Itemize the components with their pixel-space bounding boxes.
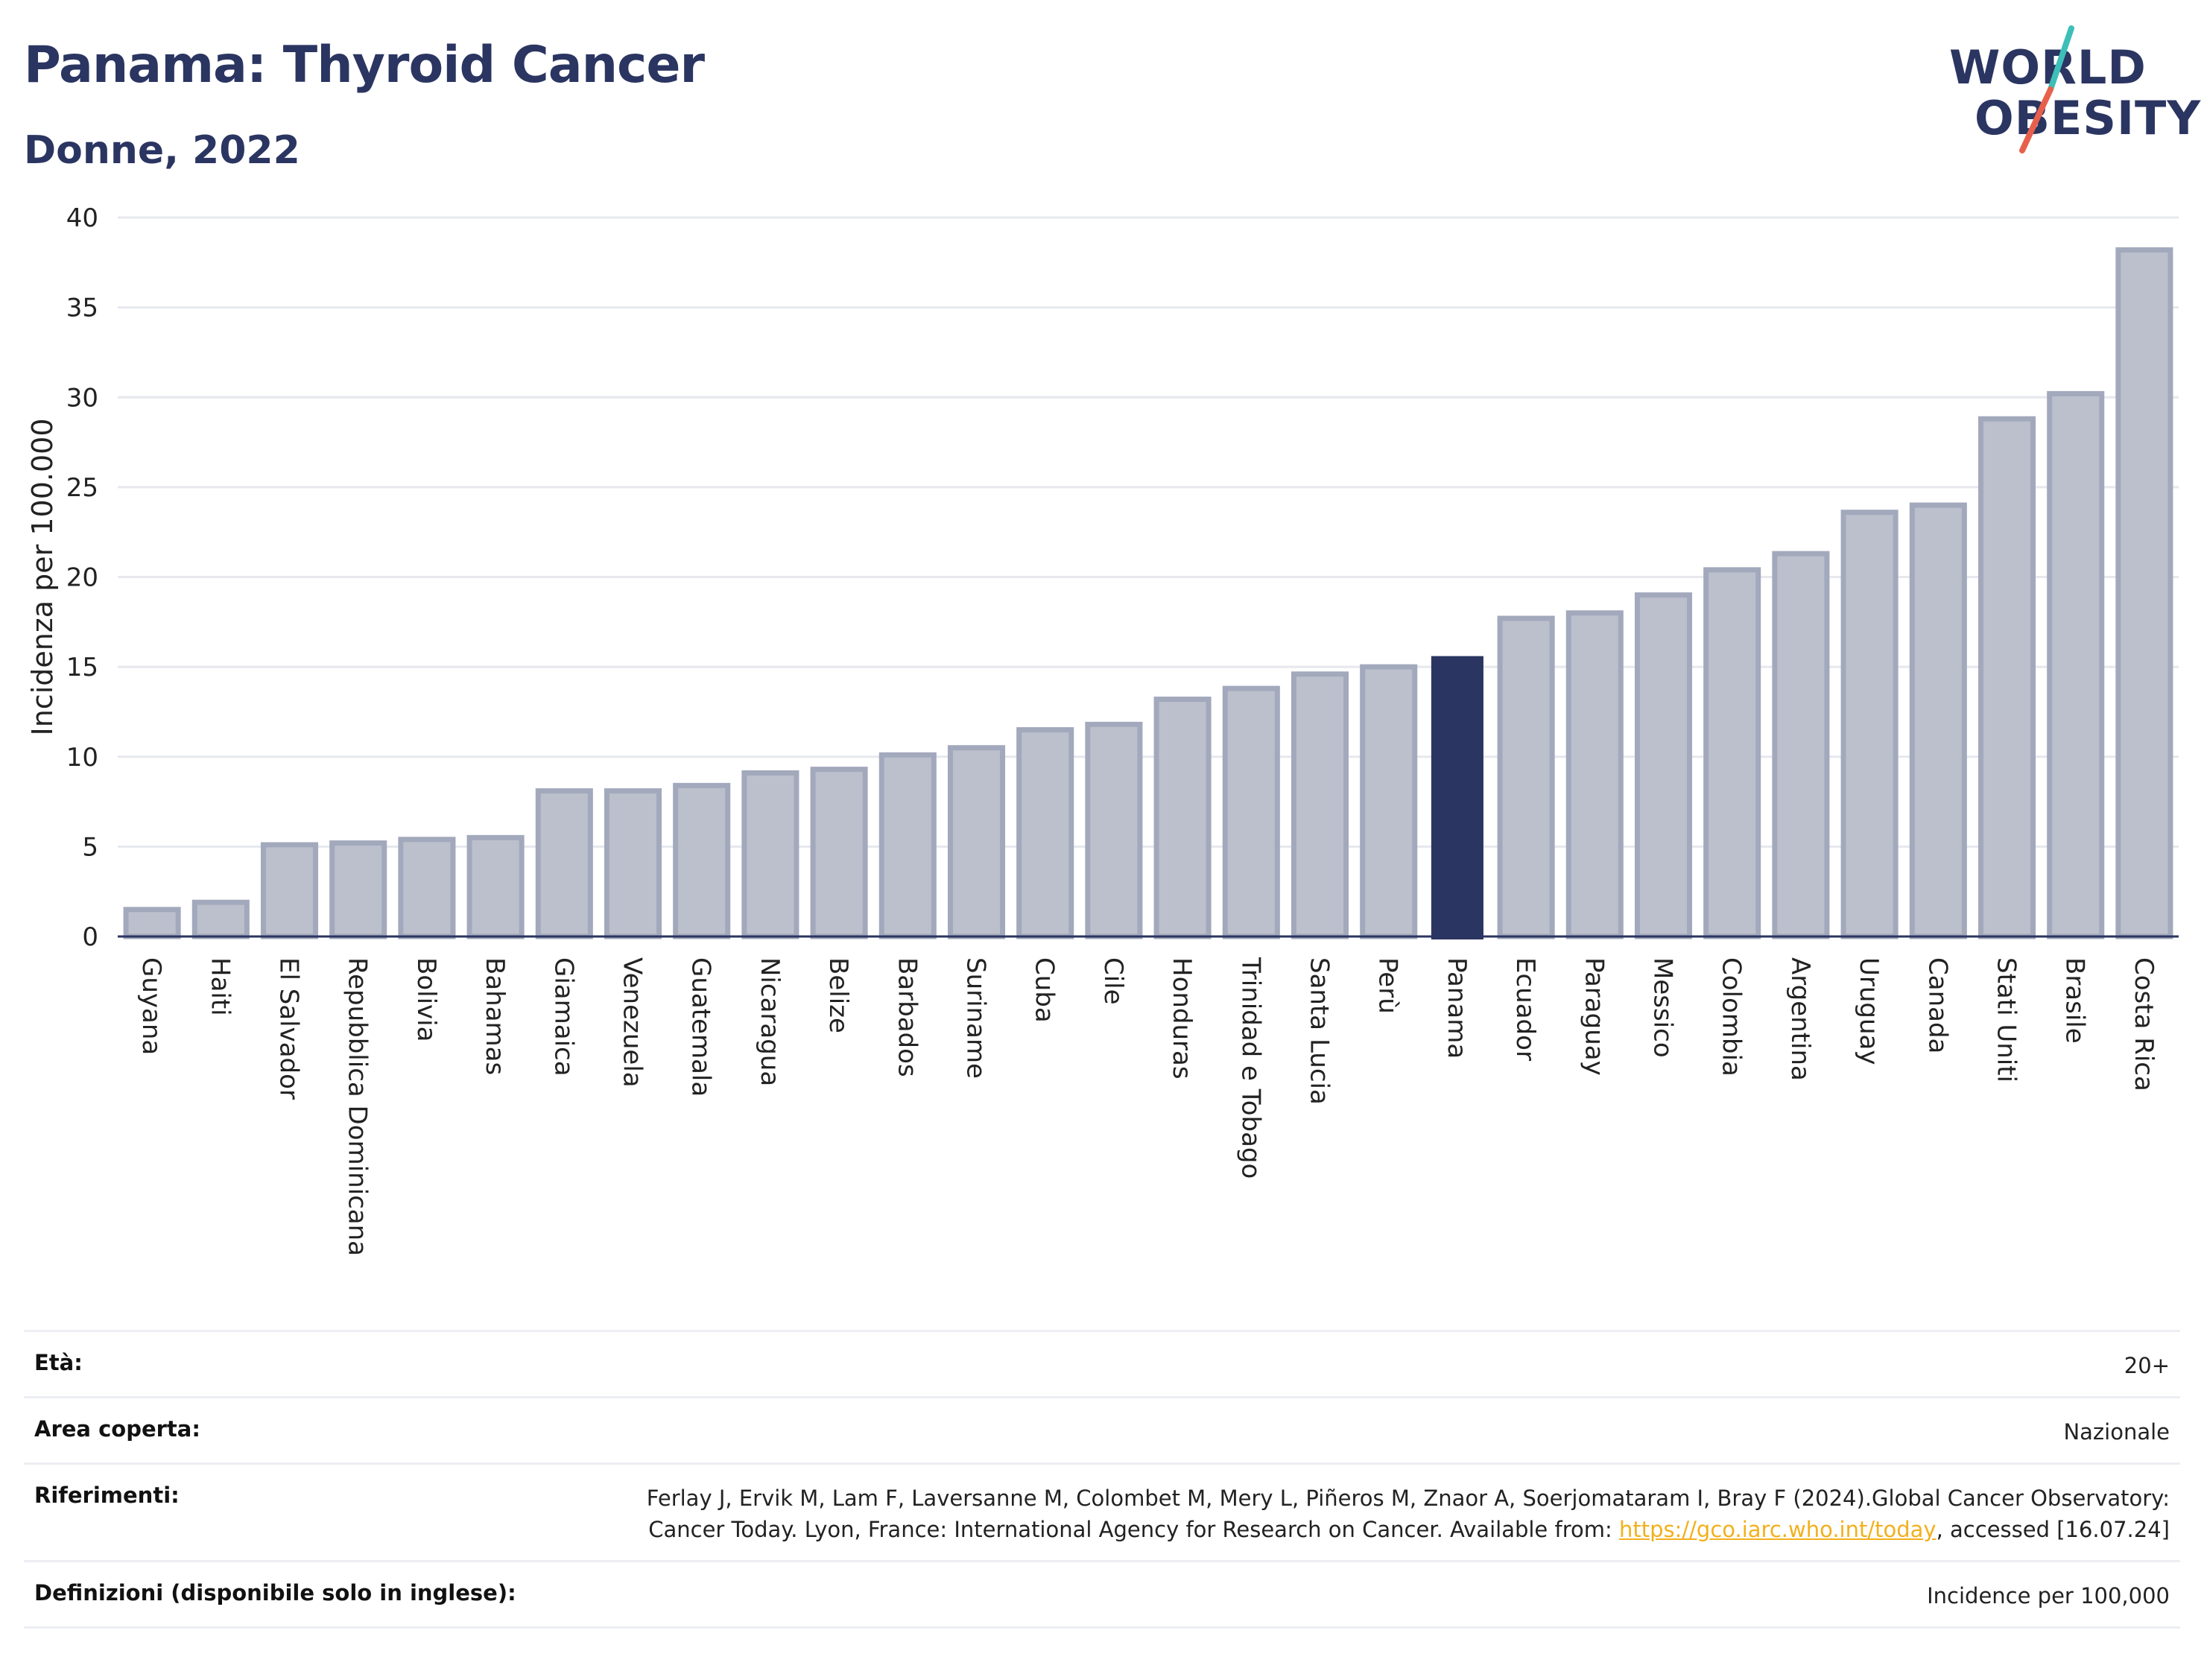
bar <box>1565 610 1624 939</box>
y-tick-label: 40 <box>66 203 98 233</box>
y-tick-label: 10 <box>66 743 98 773</box>
info-value-references: Ferlay J, Ervik M, Lam F, Laversanne M, … <box>568 1483 2170 1545</box>
bar <box>2047 390 2105 939</box>
info-label-area: Area coperta: <box>34 1416 200 1442</box>
bar <box>1360 664 1418 939</box>
y-tick-label: 25 <box>66 473 98 503</box>
logo-slash-icon <box>2019 25 2074 153</box>
logo-text-world: WORLD <box>1949 40 2147 95</box>
x-tick-label: Costa Rica <box>2129 957 2159 1091</box>
x-tick-label: Honduras <box>1167 957 1197 1080</box>
bar <box>398 837 456 939</box>
y-tick-label: 5 <box>82 832 98 862</box>
x-tick-label: Perù <box>1373 957 1403 1014</box>
bar <box>1909 502 1967 939</box>
bar <box>1840 510 1899 939</box>
chart-title: Panama: Thyroid Cancer <box>24 36 705 95</box>
bar <box>466 834 525 939</box>
bar <box>2115 247 2173 939</box>
x-tick-label: Giamaica <box>548 957 578 1077</box>
bar <box>1291 671 1349 939</box>
bar <box>1431 656 1483 939</box>
x-tick-label: Bahamas <box>480 957 510 1075</box>
info-row-area: Area coperta: Nazionale <box>24 1396 2180 1462</box>
info-label-age: Età: <box>34 1350 83 1375</box>
x-tick-label: Repubblica Dominicana <box>343 957 373 1256</box>
bar <box>1703 567 1761 939</box>
bar <box>1153 697 1212 939</box>
x-tick-label: Colombia <box>1717 957 1747 1077</box>
logo-text-obesity: OBESITY <box>1975 91 2202 145</box>
bar <box>535 788 593 939</box>
info-row-age: Età: 20+ <box>24 1330 2180 1396</box>
x-tick-label: Bolivia <box>411 957 441 1042</box>
info-table: Età: 20+ Area coperta: Nazionale Riferim… <box>24 1330 2180 1629</box>
reference-link[interactable]: https://gco.iarc.who.int/today <box>1618 1517 1937 1543</box>
bar <box>191 899 250 939</box>
x-tick-label: Venezuela <box>618 957 647 1088</box>
chart-subtitle: Donne, 2022 <box>24 128 300 173</box>
x-tick-label: Canada <box>1922 957 1952 1053</box>
x-tick-label: El Salvador <box>274 957 304 1100</box>
x-tick-label: Belize <box>823 957 853 1033</box>
x-tick-label: Ecuador <box>1510 957 1540 1061</box>
x-tick-label: Messico <box>1648 957 1678 1058</box>
y-axis-label: Incidenza per 100.000 <box>26 419 59 736</box>
info-label-definitions: Definizioni (disponibile solo in inglese… <box>34 1580 516 1606</box>
x-tick-label: Cile <box>1098 957 1128 1005</box>
x-tick-label: Paraguay <box>1579 957 1609 1076</box>
x-tick-label: Brasile <box>2060 957 2090 1044</box>
bar <box>329 840 387 939</box>
x-tick-label: Guatemala <box>686 957 716 1097</box>
x-tick-label: Guyana <box>136 957 166 1055</box>
info-value-definitions: Incidence per 100,000 <box>1927 1583 2170 1609</box>
x-tick-label: Nicaragua <box>755 957 785 1086</box>
bar <box>1085 721 1143 939</box>
x-tick-label: Barbados <box>892 957 922 1077</box>
bar <box>123 907 181 939</box>
bar <box>947 745 1006 939</box>
y-tick-label: 0 <box>82 922 98 952</box>
x-tick-label: Trinidad e Tobago <box>1235 957 1265 1179</box>
bar <box>741 770 799 939</box>
bar <box>673 782 731 939</box>
reference-accessed: , accessed [16.07.24] <box>1936 1517 2170 1543</box>
bar <box>1016 727 1074 939</box>
bar <box>1634 592 1693 939</box>
x-tick-label: Santa Lucia <box>1305 957 1334 1105</box>
x-tick-label: Haiti <box>205 957 235 1016</box>
info-row-references: Riferimenti: Ferlay J, Ervik M, Lam F, L… <box>24 1462 2180 1560</box>
world-obesity-logo: WORLD OBESITY <box>1937 22 2200 156</box>
info-row-definitions: Definizioni (disponibile solo in inglese… <box>24 1560 2180 1629</box>
bar <box>810 767 868 939</box>
bar <box>878 752 937 939</box>
info-value-area: Nazionale <box>2063 1419 2170 1445</box>
info-value-age: 20+ <box>2124 1353 2170 1378</box>
bar <box>604 788 662 939</box>
bar <box>1772 551 1830 939</box>
x-tick-label: Suriname <box>961 957 991 1079</box>
x-tick-label: Panama <box>1442 957 1472 1059</box>
bar-chart: 0 5 10 15 20 25 30 35 40 Incidenza per 100.000 Guy… <box>26 203 2179 1256</box>
x-tick-label: Argentina <box>1785 957 1815 1081</box>
bar <box>1222 685 1280 939</box>
bar <box>260 842 319 939</box>
y-tick-label: 35 <box>66 294 98 323</box>
bar <box>1497 615 1555 939</box>
y-tick-label: 30 <box>66 383 98 413</box>
x-tick-label: Uruguay <box>1854 957 1884 1065</box>
x-tick-label: Stati Uniti <box>1992 957 2021 1083</box>
y-tick-label: 20 <box>66 563 98 593</box>
info-label-references: Riferimenti: <box>34 1483 180 1509</box>
x-tick-label: Cuba <box>1030 957 1060 1023</box>
reference-text: Ferlay J, Ervik M, Lam F, Laversanne M, … <box>646 1486 2170 1543</box>
y-tick-label: 15 <box>66 653 98 682</box>
bar <box>1977 416 2036 939</box>
